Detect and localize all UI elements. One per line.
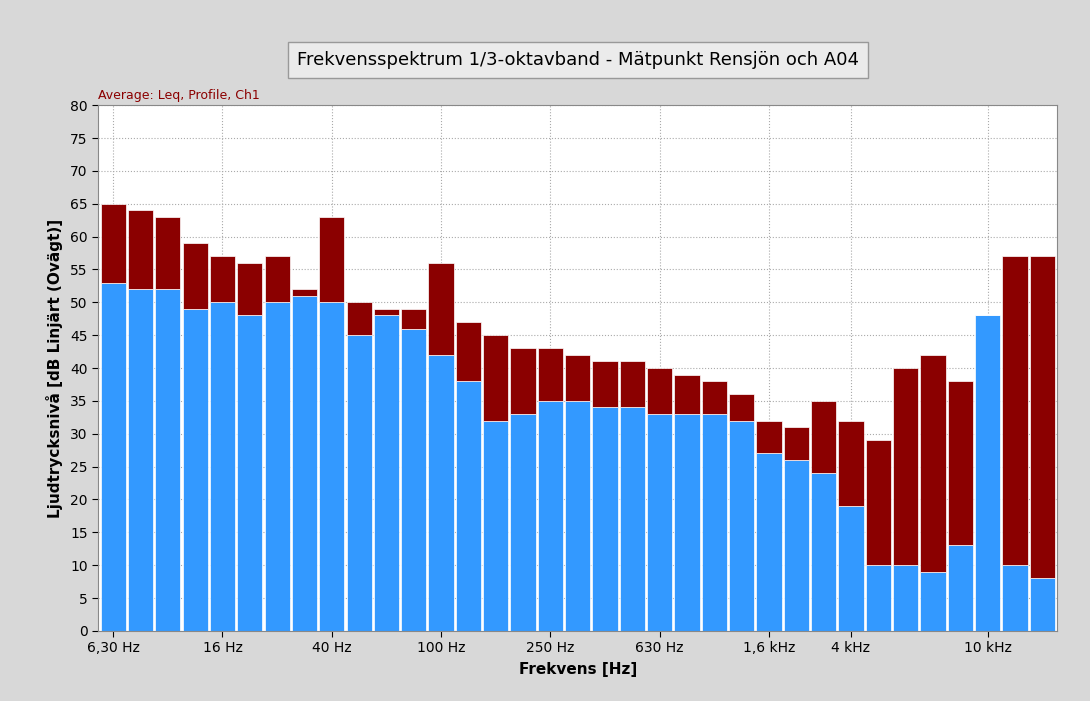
Bar <box>1003 565 1028 631</box>
Bar <box>647 368 673 414</box>
Bar <box>702 414 727 631</box>
Bar <box>1030 578 1055 631</box>
Text: Average: Leq, Profile, Ch1: Average: Leq, Profile, Ch1 <box>98 88 259 102</box>
Bar <box>155 217 180 289</box>
Bar <box>593 362 618 407</box>
Bar <box>1003 257 1028 565</box>
Bar <box>210 257 235 302</box>
Bar <box>401 309 426 329</box>
Bar <box>729 394 754 421</box>
Bar <box>838 506 863 631</box>
Bar <box>319 217 344 302</box>
Bar <box>811 473 836 631</box>
Bar <box>537 348 562 401</box>
Bar <box>428 263 453 355</box>
Bar <box>702 381 727 414</box>
Bar <box>647 414 673 631</box>
X-axis label: Frekvens [Hz]: Frekvens [Hz] <box>519 662 637 677</box>
Bar <box>319 302 344 631</box>
Bar <box>292 296 317 631</box>
Bar <box>182 243 208 309</box>
Bar <box>947 545 973 631</box>
Bar <box>265 302 290 631</box>
Bar <box>483 421 508 631</box>
Bar <box>620 407 645 631</box>
Bar <box>593 407 618 631</box>
Bar <box>729 421 754 631</box>
Bar <box>238 315 263 631</box>
Bar <box>784 427 809 460</box>
Bar <box>182 309 208 631</box>
Bar <box>456 322 481 381</box>
Bar <box>292 289 317 296</box>
Bar <box>920 572 945 631</box>
Bar <box>456 381 481 631</box>
Bar <box>784 460 809 631</box>
Bar <box>483 335 508 421</box>
Bar <box>238 263 263 315</box>
Bar <box>1030 257 1055 578</box>
Bar <box>675 414 700 631</box>
Bar <box>128 210 153 289</box>
Y-axis label: Ljudtrycksnivå [dB Linjärt (Ovägt)]: Ljudtrycksnivå [dB Linjärt (Ovägt)] <box>46 219 63 517</box>
Bar <box>374 315 399 631</box>
Bar <box>210 302 235 631</box>
Bar <box>401 329 426 631</box>
Bar <box>565 401 591 631</box>
Bar <box>865 565 891 631</box>
Bar <box>756 421 782 454</box>
Bar <box>510 414 535 631</box>
Bar <box>756 454 782 631</box>
Text: Frekvensspektrum 1/3-oktavband - Mätpunkt Rensjön och A04: Frekvensspektrum 1/3-oktavband - Mätpunk… <box>296 50 859 69</box>
Bar <box>865 440 891 565</box>
Bar <box>347 302 372 335</box>
Bar <box>811 401 836 473</box>
Bar <box>920 355 945 572</box>
Bar <box>893 565 918 631</box>
Bar <box>265 257 290 302</box>
Bar <box>128 289 153 631</box>
Bar <box>537 401 562 631</box>
Bar <box>100 283 125 631</box>
Bar <box>893 368 918 565</box>
Bar <box>565 355 591 401</box>
Bar <box>976 315 1001 631</box>
Bar <box>347 335 372 631</box>
Bar <box>428 355 453 631</box>
Bar <box>510 348 535 414</box>
Bar <box>675 374 700 414</box>
Bar <box>374 309 399 315</box>
Bar <box>100 204 125 283</box>
Bar <box>838 421 863 506</box>
Bar <box>620 362 645 407</box>
Bar <box>947 381 973 545</box>
Bar <box>155 289 180 631</box>
